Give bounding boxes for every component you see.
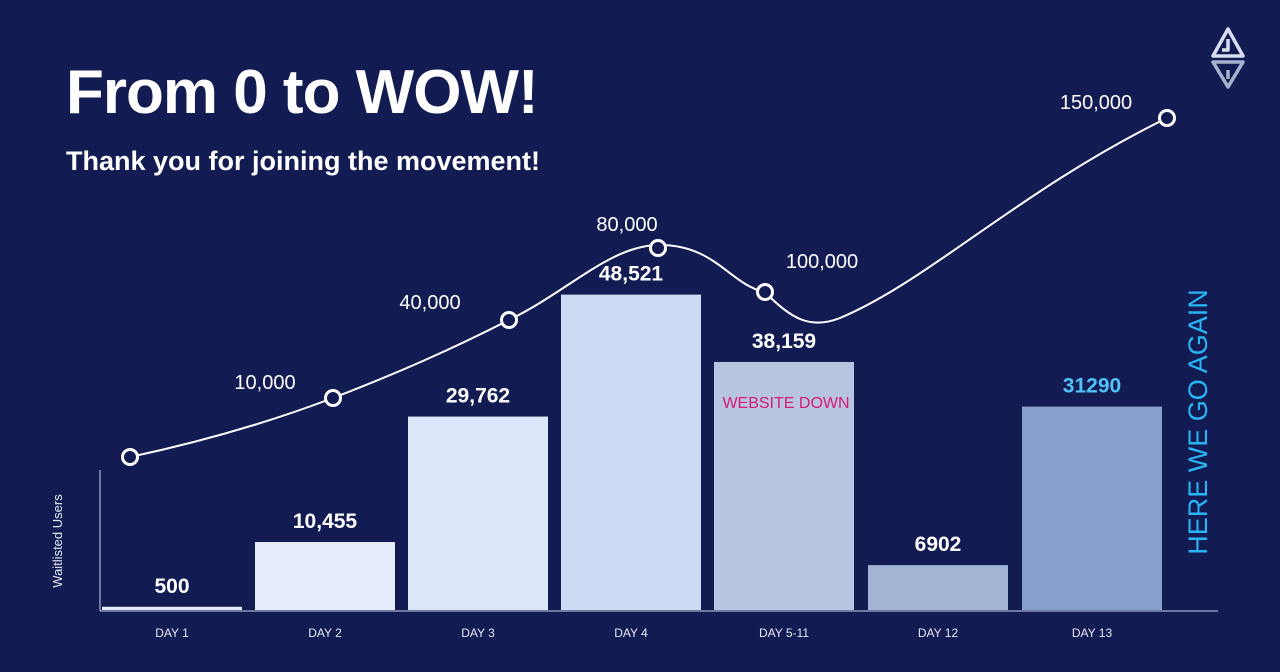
line-point-label: 100,000 — [786, 251, 858, 273]
bar-value-label: 48,521 — [599, 263, 664, 286]
brand-logo-icon — [1211, 27, 1245, 89]
bar-4 — [561, 294, 701, 610]
line-point-2 — [324, 389, 342, 407]
line-point-label: 10,000 — [234, 372, 295, 394]
annotation-website-down: WEBSITE DOWN — [722, 395, 849, 412]
bar-7 — [1022, 406, 1162, 610]
x-tick-label: DAY 4 — [614, 626, 648, 640]
page-title: From 0 to WOW! — [66, 58, 539, 127]
bar-value-label: 38,159 — [752, 330, 816, 353]
x-tick-label: DAY 1 — [155, 626, 189, 640]
bar-1 — [102, 606, 242, 610]
bar-2 — [255, 542, 395, 610]
page-subtitle: Thank you for joining the movement! — [66, 146, 541, 176]
line-point-1 — [121, 448, 139, 466]
line-point-6 — [1158, 109, 1176, 127]
bar-value-label: 500 — [154, 575, 189, 598]
bar-5 — [714, 361, 854, 610]
line-point-3 — [500, 311, 518, 329]
x-tick-label: DAY 5-11 — [759, 626, 809, 640]
bar-value-label: 31290 — [1063, 375, 1121, 398]
bar-value-label: 6902 — [915, 533, 962, 556]
line-point-label: 40,000 — [399, 292, 460, 314]
x-tick-label: DAY 13 — [1072, 626, 1113, 640]
line-point-4 — [649, 239, 667, 257]
bar-value-label: 10,455 — [293, 510, 358, 533]
x-tick-label: DAY 2 — [308, 626, 342, 640]
x-tick-label: DAY 12 — [918, 626, 959, 640]
line-point-5 — [756, 283, 774, 301]
line-point-label: 80,000 — [596, 214, 657, 236]
x-tick-label: DAY 3 — [461, 626, 495, 640]
bar-3 — [408, 416, 548, 610]
bar-6 — [868, 565, 1008, 610]
y-axis-label: Waitlisted Users — [50, 494, 65, 588]
annotation-here-we-go-again: HERE WE GO AGAIN — [1183, 289, 1213, 555]
bar-value-label: 29,762 — [446, 385, 510, 408]
line-point-label: 150,000 — [1060, 92, 1132, 114]
